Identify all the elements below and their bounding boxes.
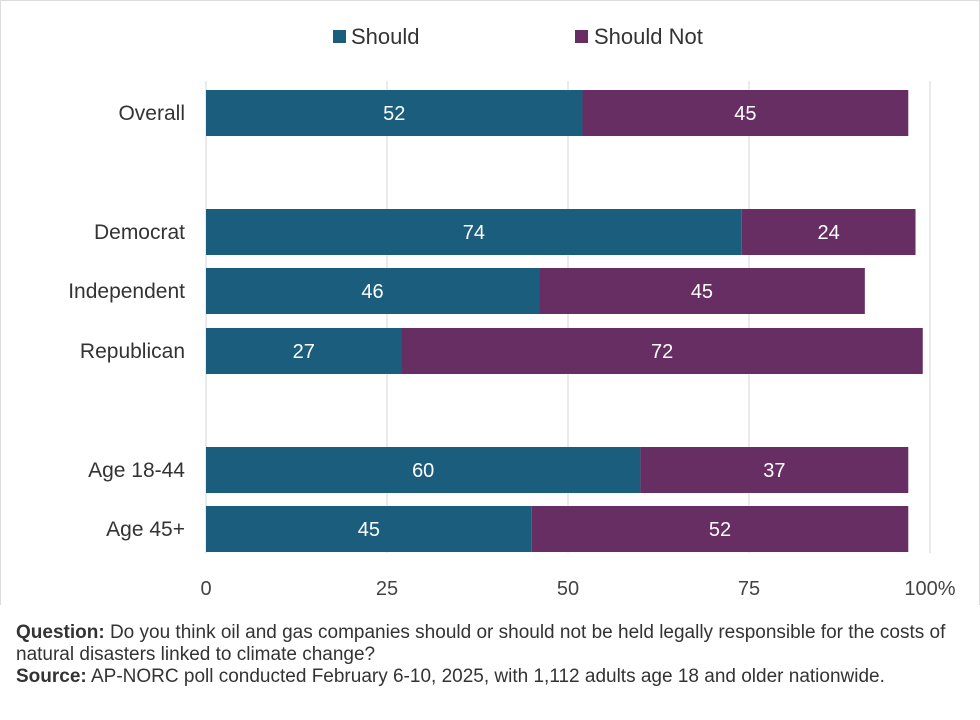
category-label: Overall	[118, 102, 185, 125]
bar-should	[206, 506, 532, 552]
bar-should	[206, 268, 540, 314]
bar-should-not	[539, 268, 865, 314]
chart-footer: Question: Do you think oil and gas compa…	[16, 622, 971, 688]
question-note: Question: Do you think oil and gas compa…	[16, 622, 971, 666]
stacked-bar-chart: 0 25 50 75 100% 52 45 Overall 74 24 Democrat 46 45 In…	[68, 24, 956, 600]
data-label: 45	[691, 281, 713, 303]
category-label: Age 18-44	[88, 459, 185, 482]
source-text: AP-NORC poll conducted February 6-10, 20…	[86, 666, 885, 687]
legend-label: Should	[351, 24, 420, 49]
data-label: 45	[734, 103, 756, 125]
category-label: Republican	[80, 340, 185, 363]
category-label: Independent	[68, 280, 185, 303]
source-note: Source: AP-NORC poll conducted February …	[16, 666, 971, 688]
data-label: 52	[709, 519, 731, 541]
bar-should-not	[741, 209, 916, 255]
data-label: 24	[818, 222, 840, 244]
data-label: 60	[412, 460, 434, 482]
x-tick-label: 100%	[904, 578, 955, 600]
data-label: 52	[383, 103, 405, 125]
bar-should-not	[582, 90, 909, 136]
source-label: Source:	[16, 666, 87, 687]
chart: 0 25 50 75 100% 52 45 Overall 74 24 Democrat 46 45 In…	[0, 0, 980, 605]
question-label: Question:	[16, 622, 105, 643]
legend-swatch	[333, 30, 346, 43]
legend-swatch	[575, 30, 588, 43]
category-label: Age 45+	[106, 518, 185, 541]
legend-label: Should Not	[594, 24, 703, 49]
data-label: 74	[463, 222, 485, 244]
x-tick-label: 75	[738, 578, 760, 600]
bar-should	[206, 209, 742, 255]
x-tick-label: 25	[376, 578, 398, 600]
bar-should-not	[640, 447, 909, 493]
labels: 0 25 50 75 100% 52 45 Overall 74 24 Democrat 46 45 In…	[68, 102, 956, 600]
x-tick-label: 50	[557, 578, 579, 600]
bar-should	[206, 328, 402, 374]
bar-should	[206, 90, 583, 136]
question-text: Do you think oil and gas companies shoul…	[16, 622, 946, 665]
bar-should	[206, 447, 641, 493]
bars	[206, 90, 923, 552]
x-tick-label: 0	[200, 578, 211, 600]
legend: Should Should Not	[333, 24, 703, 49]
category-label: Democrat	[94, 221, 185, 244]
data-label: 27	[293, 341, 315, 363]
data-label: 37	[763, 460, 785, 482]
bar-should-not	[531, 506, 909, 552]
data-label: 72	[651, 341, 673, 363]
data-label: 45	[358, 519, 380, 541]
bar-should-not	[401, 328, 923, 374]
data-label: 46	[361, 281, 383, 303]
